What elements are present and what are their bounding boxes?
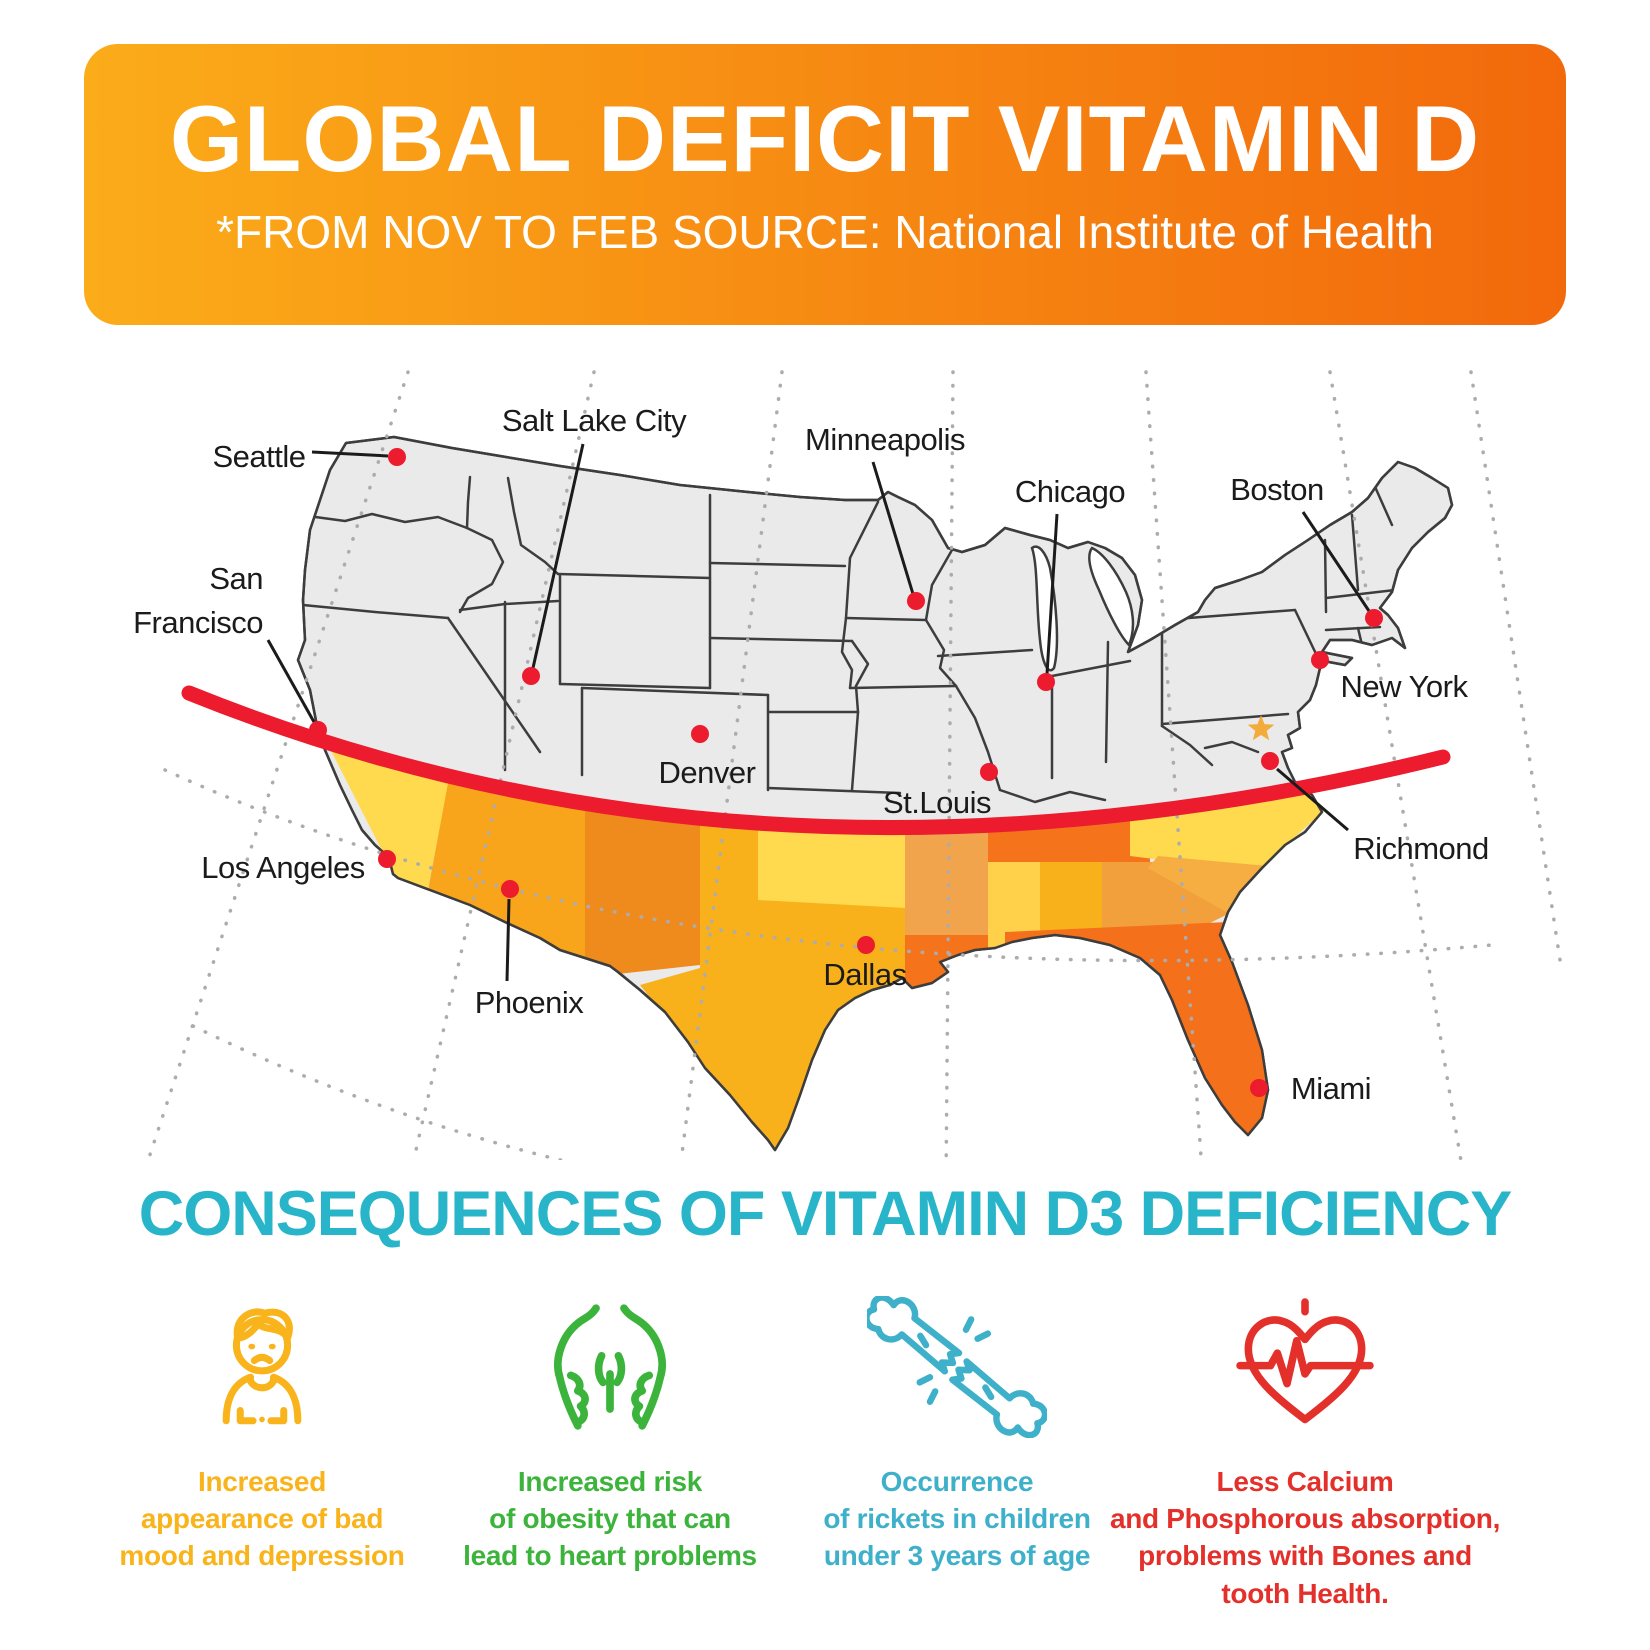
state-borders <box>301 475 1397 804</box>
city-chicago: Chicago <box>1015 474 1126 691</box>
city-dot <box>309 721 327 739</box>
consequence-caption: Less Calcium and Phosphorous absorption,… <box>1109 1466 1501 1609</box>
city-richmond: Richmond <box>1261 752 1489 866</box>
capital-star-icon <box>1247 715 1275 741</box>
lake-michigan <box>1030 545 1059 672</box>
city-label: Seattle <box>212 439 305 474</box>
state-florida <box>1005 922 1290 1148</box>
consequence-item-obesity: Increased risk of obesity that can lead … <box>410 1293 810 1575</box>
city-miami: Miami <box>1250 1071 1372 1106</box>
city-label: Miami <box>1291 1071 1371 1106</box>
leader-line <box>1276 767 1349 832</box>
state-louisiana <box>905 935 998 1012</box>
consequence-item-mood: Increased appearance of bad mood and dep… <box>62 1293 462 1575</box>
city-label: San Francisco <box>133 561 263 640</box>
city-st-louis: St.Louis <box>883 763 998 820</box>
leader-line <box>266 639 316 723</box>
city-label: Boston <box>1230 472 1324 507</box>
city-dot <box>388 448 406 466</box>
state-mississippi <box>988 862 1040 958</box>
city-dot <box>378 850 396 868</box>
leader-line <box>871 461 915 595</box>
page-subtitle: *FROM NOV TO FEB SOURCE: National Instit… <box>216 205 1434 258</box>
city-dot <box>980 763 998 781</box>
city-label: Minneapolis <box>805 422 965 457</box>
city-label: Phoenix <box>475 985 585 1020</box>
great-lakes <box>1030 545 1135 672</box>
city-dot <box>857 936 875 954</box>
city-dot <box>1311 651 1329 669</box>
page-title: GLOBAL DEFICIT VITAMIN D <box>169 86 1481 191</box>
lake-huron <box>1088 546 1135 648</box>
city-label: St.Louis <box>883 785 991 820</box>
header-banner: GLOBAL DEFICIT VITAMIN D *FROM NOV TO FE… <box>84 44 1566 325</box>
city-dot <box>501 880 519 898</box>
city-label: Denver <box>659 755 756 790</box>
city-dallas: Dallas <box>823 936 907 992</box>
us-vitamin-d-map: Seattle Salt Lake City Minneapolis Chicago B… <box>133 370 1562 1160</box>
city-label: Dallas <box>823 957 906 992</box>
leader-line <box>1045 513 1059 675</box>
city-minneapolis: Minneapolis <box>805 422 965 610</box>
city-los-angeles: Los Angeles <box>201 850 396 885</box>
city-dot <box>907 592 925 610</box>
consequence-item-calcium: Less Calcium and Phosphorous absorption,… <box>1105 1293 1505 1612</box>
city-dot <box>1037 673 1055 691</box>
consequence-caption: Increased appearance of bad mood and dep… <box>119 1466 405 1572</box>
city-label: Los Angeles <box>201 850 364 885</box>
city-denver: Denver <box>659 725 756 790</box>
city-boston: Boston <box>1230 472 1383 627</box>
broken-bone-icon <box>867 1296 1047 1438</box>
consequence-caption: Occurrence of rickets in children under … <box>823 1466 1091 1572</box>
obesity-body-icon <box>554 1304 666 1430</box>
city-san-francisco: San Francisco <box>133 561 327 739</box>
city-dot <box>1365 609 1383 627</box>
city-new-york: New York <box>1311 651 1469 704</box>
heart-cardiogram-icon <box>1236 1298 1374 1424</box>
city-layer: Seattle Salt Lake City Minneapolis Chicago B… <box>133 403 1489 1106</box>
consequence-item-rickets: Occurrence of rickets in children under … <box>757 1293 1157 1575</box>
city-phoenix: Phoenix <box>475 880 585 1020</box>
graticule <box>146 370 1562 1160</box>
coastline <box>296 435 1454 1152</box>
leader-line <box>311 450 389 458</box>
city-label: New York <box>1341 669 1469 704</box>
city-dot <box>1261 752 1279 770</box>
consequence-caption: Increased risk of obesity that can lead … <box>463 1466 757 1572</box>
city-label: Chicago <box>1015 474 1125 509</box>
deficiency-latitude-line <box>181 685 1451 835</box>
city-label: Richmond <box>1353 831 1489 866</box>
sad-person-icon <box>222 1308 302 1425</box>
leader-line <box>531 443 585 669</box>
leader-line <box>505 898 511 982</box>
city-dot <box>1250 1079 1268 1097</box>
city-salt-lake-city: Salt Lake City <box>502 403 688 685</box>
city-dot <box>522 667 540 685</box>
city-seattle: Seattle <box>212 439 406 474</box>
leader-line <box>1301 511 1371 612</box>
city-dot <box>691 725 709 743</box>
section-heading: CONSEQUENCES OF VITAMIN D3 DEFICIENCY <box>138 1179 1512 1249</box>
city-label: Salt Lake City <box>502 403 687 438</box>
